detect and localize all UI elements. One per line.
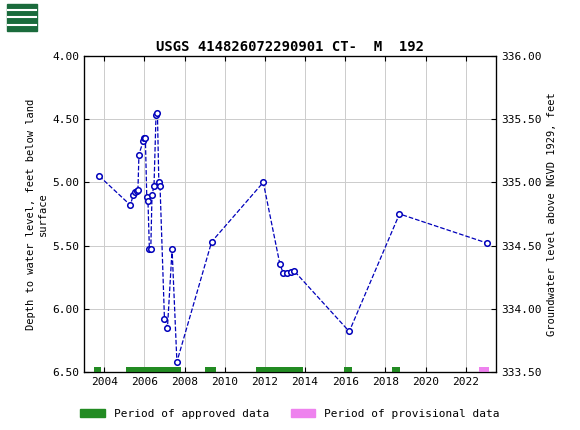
FancyBboxPatch shape — [5, 3, 68, 32]
Legend: Period of approved data, Period of provisional data: Period of approved data, Period of provi… — [76, 405, 504, 424]
Y-axis label: Groundwater level above NGVD 1929, feet: Groundwater level above NGVD 1929, feet — [547, 92, 557, 336]
FancyBboxPatch shape — [7, 4, 37, 31]
Text: USGS 414826072290901 CT-  M  192: USGS 414826072290901 CT- M 192 — [156, 40, 424, 55]
Y-axis label: Depth to water level, feet below land
surface: Depth to water level, feet below land su… — [27, 98, 48, 329]
Text: USGS: USGS — [78, 10, 115, 25]
